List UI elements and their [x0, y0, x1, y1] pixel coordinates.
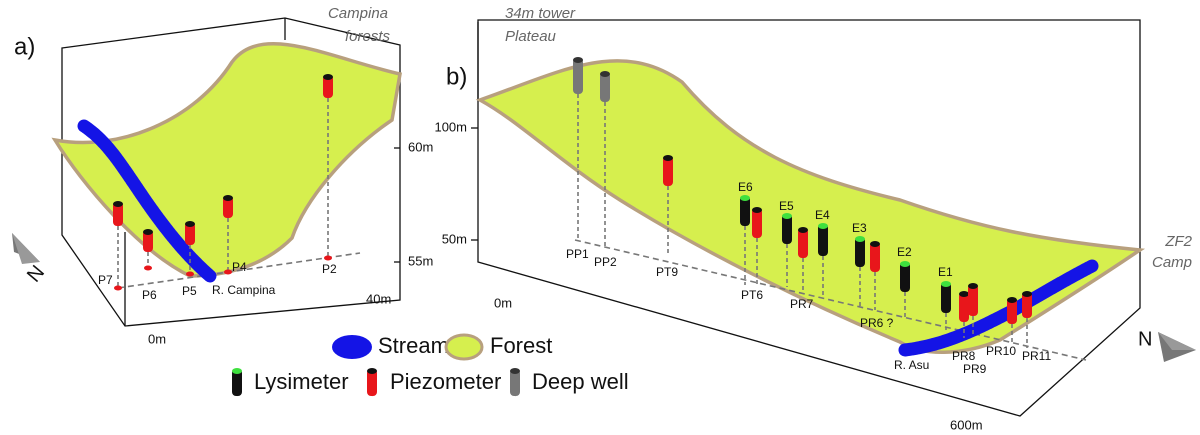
well-cap [968, 283, 978, 289]
forest-swatch [446, 335, 482, 359]
panel-label: b) [446, 63, 467, 90]
well-cap [113, 201, 123, 207]
legend-label: Lysimeter [254, 369, 349, 394]
well-cap [900, 261, 910, 267]
well-label: PT9 [656, 265, 678, 279]
well-base [186, 272, 194, 277]
legend-label: Forest [490, 333, 552, 358]
well-label: PR7 [790, 297, 814, 311]
site-label: forests [345, 28, 391, 45]
well-cap [573, 57, 583, 63]
well-label: P7 [98, 273, 113, 287]
axis-label: 60m [408, 139, 433, 154]
axis-label: 0m [148, 331, 166, 346]
well-cap [1022, 291, 1032, 297]
well-cap [798, 227, 808, 233]
well-cap [185, 221, 195, 227]
well-base [224, 270, 232, 275]
well-cap [870, 241, 880, 247]
well-cap [223, 195, 233, 201]
site-label: Camp [1152, 254, 1192, 271]
well-label: E5 [779, 199, 794, 213]
well-cap [818, 223, 828, 229]
well-base [144, 266, 152, 271]
well-cap [600, 71, 610, 77]
axis-label: 0m [494, 295, 512, 310]
well-label: PP2 [594, 255, 617, 269]
site-label: Plateau [505, 28, 557, 45]
well-cap [1007, 297, 1017, 303]
site-label: Campina [328, 5, 388, 22]
axis-label: 50m [442, 231, 467, 246]
legend-label: Stream [378, 333, 449, 358]
axis-label: 600m [950, 417, 983, 432]
well-label: PR10 [986, 344, 1016, 358]
well-label: PP1 [566, 247, 589, 261]
well-cap [959, 291, 969, 297]
compass-b: N [1138, 328, 1196, 362]
compass-label: N [1138, 328, 1152, 350]
site-label: 34m tower [505, 5, 576, 22]
well-cap [323, 74, 333, 80]
well-label: P6 [142, 288, 157, 302]
well-cap [782, 213, 792, 219]
well-cap [740, 195, 750, 201]
well-label: PR9 [963, 362, 987, 376]
well-label: E1 [938, 265, 953, 279]
compass-label: N [23, 261, 49, 286]
legend: Stream Forest Lysimeter Piezometer Deep … [232, 333, 629, 396]
figure: a) Campina forests 60m 55m 40m 0m P7 P6 … [0, 0, 1200, 435]
well-label: P5 [182, 284, 197, 298]
well-label: PT6 [741, 288, 763, 302]
well-label: P2 [322, 262, 337, 276]
axis-label: 100m [434, 119, 467, 134]
well-cap [367, 368, 377, 374]
well-cap [510, 368, 520, 374]
well-cap [752, 207, 762, 213]
well-cap [232, 368, 242, 374]
well-label: E4 [815, 208, 830, 222]
axis-label: 40m [366, 291, 391, 306]
well-label: P4 [232, 260, 247, 274]
panel-label: a) [14, 33, 35, 60]
well-label: E2 [897, 245, 912, 259]
well-cap [143, 229, 153, 235]
well-label: E6 [738, 180, 753, 194]
well-label: PR6 ? [860, 316, 894, 330]
stream-label: R. Campina [212, 283, 276, 297]
well-cap [941, 281, 951, 287]
stream-label: R. Asu [894, 358, 929, 372]
well-label: PR8 [952, 349, 976, 363]
axis-label: 55m [408, 253, 433, 268]
well-base [324, 256, 332, 261]
well-base [114, 286, 122, 291]
legend-label: Piezometer [390, 369, 501, 394]
well-body [573, 58, 583, 94]
well-label: E3 [852, 221, 867, 235]
well-cap [855, 236, 865, 242]
well-cap [663, 155, 673, 161]
well-label: PR11 [1022, 349, 1051, 363]
compass-a: N [12, 233, 49, 287]
stream-swatch [332, 335, 372, 359]
site-label: ZF2 [1164, 233, 1192, 250]
legend-label: Deep well [532, 369, 629, 394]
